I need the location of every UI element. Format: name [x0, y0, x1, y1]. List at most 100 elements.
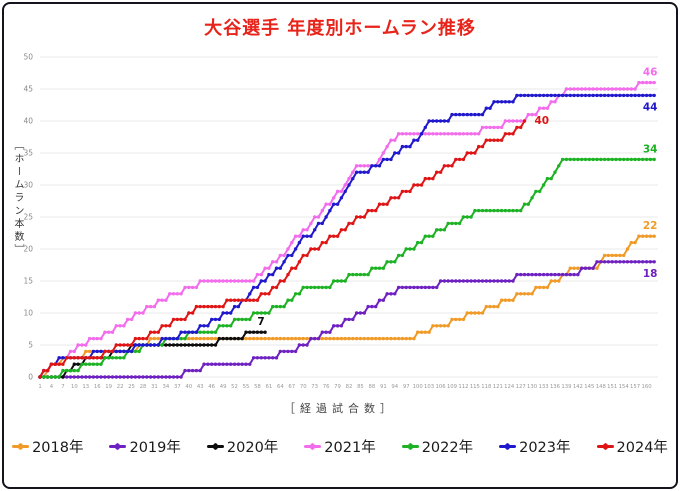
end-value-label-2019: 18 [643, 268, 658, 280]
x-tick-label-97: 97 [403, 384, 410, 390]
end-value-label-2018: 22 [643, 220, 658, 232]
legend-item-2020: 2020年 [206, 436, 279, 457]
x-tick-label-136: 136 [550, 384, 561, 390]
legend-marker-icon-2021 [304, 442, 322, 451]
y-tick-label-40: 40 [23, 117, 33, 126]
y-tick-label-0: 0 [28, 373, 33, 382]
x-tick-label-28: 28 [140, 384, 147, 390]
x-tick-label-142: 142 [573, 384, 583, 390]
x-tick-label-10: 10 [71, 384, 78, 390]
x-tick-label-61: 61 [266, 384, 273, 390]
x-tick-label-67: 67 [288, 384, 295, 390]
x-tick-label-91: 91 [380, 384, 387, 390]
x-tick-label-112: 112 [458, 384, 468, 390]
x-tick-label-88: 88 [369, 384, 376, 390]
x-tick-label-52: 52 [231, 384, 238, 390]
x-tick-label-118: 118 [481, 384, 492, 390]
legend-marker-icon-2022 [401, 442, 419, 451]
series-2023: 44 [38, 93, 658, 379]
legend-label-2018: 2018年 [32, 440, 84, 456]
x-tick-label-22: 22 [117, 384, 124, 390]
legend-label-2022: 2022年 [421, 440, 474, 456]
x-tick-label-13: 13 [82, 384, 89, 390]
y-tick-label-30: 30 [23, 181, 33, 190]
y-tick-label-10: 10 [23, 309, 33, 318]
x-axis-title: ［経過試合数］ [284, 402, 396, 415]
legend-marker-dot-2018 [16, 442, 25, 451]
x-tick-label-160: 160 [641, 384, 652, 390]
x-tick-label-151: 151 [607, 384, 617, 390]
legend-label-2019: 2019年 [129, 440, 181, 456]
legend-marker-dot-2024 [601, 442, 609, 451]
series-markers-2021 [38, 80, 656, 379]
y-tick-label-5: 5 [28, 341, 33, 350]
legend-item-2018: 2018年 [12, 436, 83, 457]
x-tick-label-73: 73 [311, 384, 318, 390]
x-tick-label-40: 40 [185, 384, 192, 390]
x-tick-label-34: 34 [163, 384, 170, 390]
x-tick-label-157: 157 [630, 384, 640, 390]
series-2021: 46 [38, 67, 657, 379]
x-tick-label-79: 79 [334, 384, 341, 390]
end-value-label-2020: 7 [257, 316, 264, 328]
end-value-label-2022: 34 [643, 143, 658, 155]
x-tick-label-70: 70 [300, 384, 307, 390]
legend-marker-icon-2024 [596, 442, 614, 451]
x-tick-label-100: 100 [413, 384, 424, 390]
legend-label-2024: 2024年 [616, 440, 668, 456]
end-value-label-2021: 46 [643, 67, 658, 79]
x-tick-label-124: 124 [504, 384, 515, 390]
chart-legend: 2018年 2019年 2020年 2021年 2022年 2023年 2024年 [0, 436, 680, 457]
x-tick-label-43: 43 [197, 384, 204, 390]
y-axis-title: ［ホームラン本数］ [12, 140, 23, 257]
x-tick-label-55: 55 [243, 384, 250, 390]
end-value-label-2023: 44 [643, 101, 658, 113]
x-tick-label-1: 1 [38, 384, 41, 390]
x-tick-label-37: 37 [174, 384, 181, 390]
legend-marker-dot-2021 [308, 442, 317, 451]
series-line-2021 [39, 81, 655, 378]
x-tick-label-115: 115 [470, 384, 480, 390]
legend-label-2020: 2020年 [226, 440, 279, 456]
homerun-line-chart: 0 5 10 15 20 25 30 35 40 45 50 1 4 7 10 13 16 19 22 25 28 31 3… [23, 53, 658, 390]
legend-item-2019: 2019年 [109, 436, 181, 457]
legend-item-2022: 2022年 [401, 436, 474, 457]
end-value-label-2024: 40 [534, 115, 549, 127]
x-tick-label-58: 58 [254, 384, 261, 390]
legend-marker-icon-2023 [499, 442, 517, 451]
x-tick-label-127: 127 [516, 384, 526, 390]
legend-label-2021: 2021年 [324, 440, 376, 456]
x-tick-label-148: 148 [596, 384, 607, 390]
x-tick-label-130: 130 [527, 384, 538, 390]
series-markers-2018 [38, 234, 656, 379]
x-tick-label-85: 85 [357, 384, 364, 390]
x-tick-label-121: 121 [493, 384, 503, 390]
x-tick-label-106: 106 [435, 384, 446, 390]
y-tick-label-20: 20 [23, 245, 33, 254]
x-tick-label-82: 82 [346, 384, 353, 390]
legend-marker-icon-2020 [206, 442, 224, 451]
x-tick-label-46: 46 [208, 384, 215, 390]
x-tick-label-7: 7 [61, 384, 64, 390]
legend-marker-dot-2022 [406, 442, 415, 451]
x-tick-label-154: 154 [619, 384, 630, 390]
y-tick-label-15: 15 [23, 277, 33, 286]
x-tick-label-25: 25 [128, 384, 135, 390]
series-markers-2023 [38, 93, 656, 379]
series-2024: 40 [38, 115, 549, 379]
legend-marker-icon-2018 [12, 442, 30, 451]
y-tick-label-50: 50 [23, 53, 33, 62]
x-tick-label-49: 49 [220, 384, 227, 390]
legend-item-2021: 2021年 [304, 436, 376, 457]
x-tick-label-31: 31 [151, 384, 158, 390]
legend-marker-icon-2019 [109, 442, 127, 451]
y-tick-label-35: 35 [23, 149, 33, 158]
x-tick-label-76: 76 [323, 384, 330, 390]
x-tick-label-16: 16 [94, 384, 101, 390]
legend-label-2023: 2023年 [519, 440, 571, 456]
series-2018: 22 [38, 220, 658, 379]
series-line-2023 [39, 94, 655, 378]
chart-title: 大谷選手 年度別ホームラン推移 [204, 18, 476, 39]
x-tick-label-139: 139 [561, 384, 571, 390]
